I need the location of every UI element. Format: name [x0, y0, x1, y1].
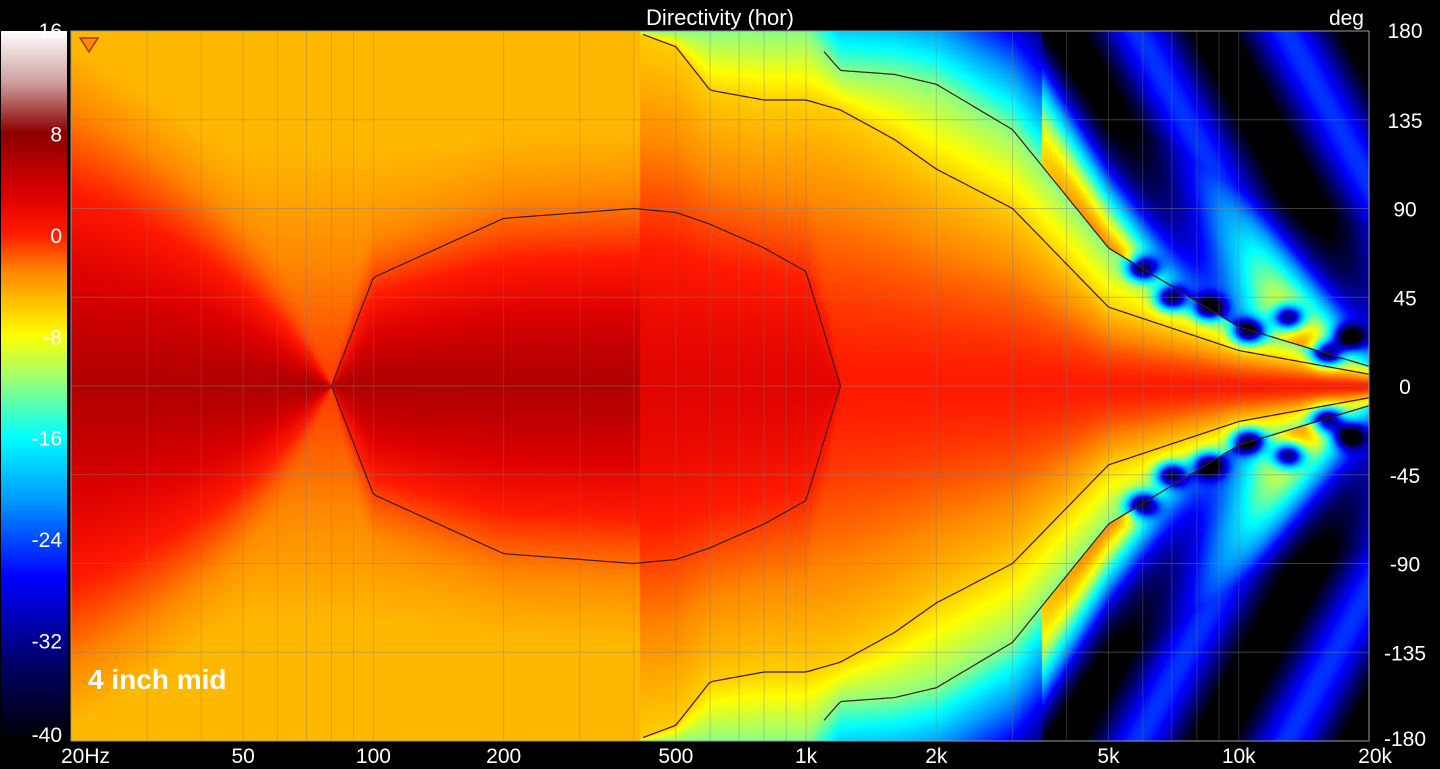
y-tick-label: -45 [1390, 465, 1420, 488]
y-tick-label: 45 [1393, 287, 1416, 310]
chart-title: Directivity (hor) [646, 5, 794, 30]
plot-area [71, 31, 1369, 741]
x-axis-ticks: 20Hz 50 100 200 500 1k 2k 5k 10k 20k [61, 745, 1392, 768]
y-tick-label: -90 [1390, 554, 1420, 577]
y-tick-label: 90 [1393, 199, 1416, 222]
x-tick-label: 1k [795, 745, 818, 768]
color-scale-tick-label: -24 [32, 529, 63, 552]
x-tick-label: 20Hz [61, 745, 110, 768]
color-scale-tick-label: 0 [50, 225, 62, 248]
y-tick-label: -180 [1384, 728, 1426, 751]
y-tick-label: 180 [1387, 20, 1422, 43]
contour-3db [330, 207, 841, 565]
color-scale-tick-label: -16 [32, 428, 62, 451]
y-axis-ticks: 180 135 90 45 0 -45 -90 -135 -180 [1384, 20, 1426, 751]
y-tick-label: 135 [1387, 110, 1422, 133]
x-tick-label: 20k [1358, 745, 1392, 768]
color-scale-ticks: 16 8 0 -8 -16 -24 -32 -40 [32, 20, 63, 747]
color-scale-tick-label: 16 [39, 20, 62, 43]
y-axis-unit: deg [1329, 7, 1364, 30]
plot-border [70, 30, 1370, 742]
x-tick-label: 200 [486, 745, 521, 768]
color-scale-bar [1, 31, 67, 741]
grid [71, 31, 1369, 741]
x-tick-label: 50 [231, 745, 254, 768]
contour-12db-lower [823, 405, 1369, 721]
contour-6db-lower [642, 397, 1369, 739]
x-tick-label: 5k [1097, 745, 1120, 768]
x-tick-label: 500 [658, 745, 693, 768]
x-tick-label: 100 [356, 745, 391, 768]
contour-6db-upper [642, 33, 1369, 375]
heatmap [71, 31, 1369, 741]
color-scale-tick-label: 8 [50, 123, 62, 146]
y-tick-label: -135 [1384, 642, 1426, 665]
contour-12db-upper [823, 51, 1369, 367]
x-tick-label: 10k [1222, 745, 1256, 768]
marker-icon [78, 37, 100, 54]
color-scale-tick-label: -8 [43, 326, 62, 349]
color-scale-tick-label: -32 [32, 631, 62, 654]
annotation-label: 4 inch mid [88, 664, 226, 695]
x-tick-label: 2k [925, 745, 948, 768]
y-tick-label: 0 [1399, 376, 1411, 399]
color-scale-tick-label: -40 [32, 724, 62, 747]
contours [330, 33, 1369, 739]
